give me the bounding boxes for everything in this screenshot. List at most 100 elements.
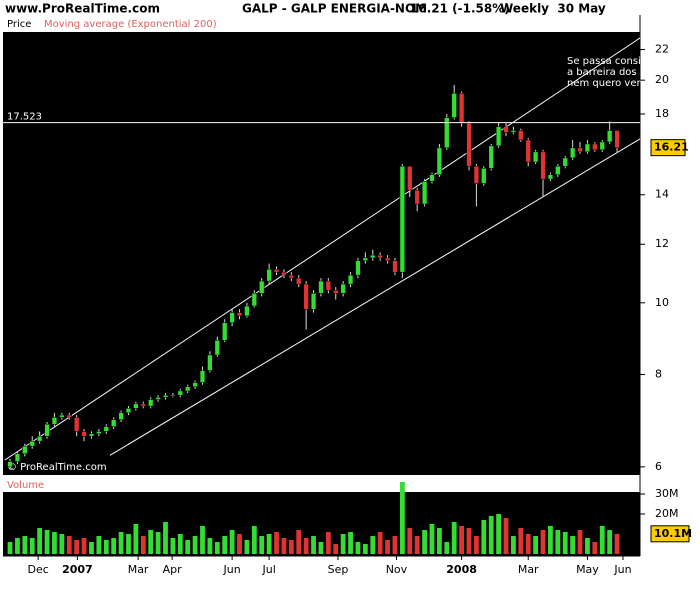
volume-bar xyxy=(511,536,516,554)
volume-bar xyxy=(444,542,450,554)
candle-body xyxy=(584,143,591,153)
volume-bar xyxy=(74,540,80,554)
y-tick-label: 22 xyxy=(655,43,669,56)
price-panel-header xyxy=(3,15,640,32)
candle-body xyxy=(296,277,302,285)
candle-body xyxy=(266,269,272,282)
candle-body xyxy=(244,305,250,317)
volume-tick-label: 20M xyxy=(655,507,679,520)
x-tick-label: Jun xyxy=(613,563,631,576)
quote: 16.21 (-1.58%) xyxy=(410,2,510,16)
candle-body xyxy=(325,280,332,291)
volume-bar xyxy=(133,524,139,554)
candle-body xyxy=(236,312,243,317)
volume-bar xyxy=(533,536,539,554)
candle-body xyxy=(288,274,294,279)
candle-body xyxy=(44,424,50,437)
volume-bar xyxy=(7,542,13,554)
volume-bar xyxy=(244,540,250,554)
candle-body xyxy=(347,274,354,285)
volume-bar xyxy=(185,540,191,554)
candle-body xyxy=(414,189,420,205)
candle-body xyxy=(429,174,435,182)
candle-body xyxy=(436,147,443,175)
volume-bar xyxy=(407,528,413,554)
candle-body xyxy=(318,280,324,294)
volume-bar xyxy=(422,530,427,554)
volume-bar xyxy=(163,522,168,554)
volume-bar xyxy=(29,538,35,554)
candle-body xyxy=(148,399,154,407)
volume-bar xyxy=(540,530,546,554)
candle-body xyxy=(481,168,487,184)
volume-bar xyxy=(15,538,20,554)
volume-bar xyxy=(466,528,472,554)
volume-label: Volume xyxy=(7,480,44,491)
volume-bar xyxy=(288,540,294,554)
copyright: © ProRealTime.com xyxy=(7,462,107,473)
volume-bar xyxy=(473,536,479,554)
x-tick-label: Mar xyxy=(128,563,149,576)
candle-body xyxy=(510,130,517,133)
y-tick-label: 14 xyxy=(655,188,669,201)
candle-body xyxy=(170,394,176,397)
volume-bar xyxy=(429,524,435,554)
candle-body xyxy=(518,130,524,141)
volume-bar xyxy=(570,536,576,554)
volume-bar xyxy=(318,542,324,554)
x-tick-label: Mar xyxy=(518,563,539,576)
annotation: Se passa consiste xyxy=(567,56,656,67)
candle-body xyxy=(310,293,317,310)
candle-body xyxy=(362,257,369,261)
candle-body xyxy=(599,141,605,151)
candle-body xyxy=(51,417,58,425)
volume-bar xyxy=(377,532,383,554)
volume-bar xyxy=(259,536,265,554)
last-volume-box xyxy=(650,525,690,543)
volume-bar xyxy=(222,536,228,554)
volume-bar xyxy=(355,542,361,554)
volume-bar xyxy=(207,538,213,554)
level-label: 17.523 xyxy=(7,112,42,123)
candle-body xyxy=(577,147,583,153)
candle-body xyxy=(29,440,35,447)
volume-bar xyxy=(414,536,420,554)
volume-bar xyxy=(592,542,598,554)
candle-body xyxy=(259,280,265,294)
volume-bar xyxy=(459,526,465,554)
candle-body xyxy=(562,157,568,167)
volume-bar xyxy=(44,530,50,554)
candle-body xyxy=(547,174,554,180)
candle-body xyxy=(214,339,220,356)
volume-bar xyxy=(503,518,509,554)
volume-bar xyxy=(585,538,590,554)
volume-bar xyxy=(451,522,457,554)
volume-bar xyxy=(214,542,220,554)
volume-bar xyxy=(599,526,605,554)
volume-bar xyxy=(274,532,279,554)
price-panel xyxy=(3,15,640,475)
candle-body xyxy=(96,431,102,435)
candle-body xyxy=(111,419,117,427)
x-tick-label: Sep xyxy=(328,563,349,576)
candle-body xyxy=(192,382,198,387)
volume-bar xyxy=(229,530,235,554)
candle-body xyxy=(540,151,546,180)
last-price-box xyxy=(650,139,686,157)
candle-body xyxy=(444,117,450,149)
candle-body xyxy=(569,147,576,159)
y-tick-label: 8 xyxy=(655,367,662,380)
candle-body xyxy=(407,165,413,191)
annotation: nem quero ver xyxy=(567,78,642,89)
candle-body xyxy=(125,408,132,414)
candle-body xyxy=(488,145,494,169)
x-tick-label: Jun xyxy=(223,563,241,576)
volume-bar xyxy=(496,514,502,554)
volume-bar xyxy=(170,538,176,554)
volume-bar xyxy=(126,534,131,554)
volume-bar xyxy=(333,544,339,554)
candle-body xyxy=(503,126,509,133)
candle-body xyxy=(392,260,398,273)
volume-bar xyxy=(311,536,316,554)
